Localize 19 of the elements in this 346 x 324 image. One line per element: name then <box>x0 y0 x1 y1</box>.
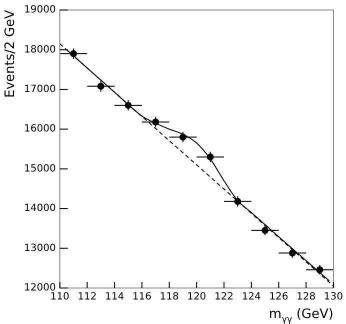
y-tick-label: 16000 <box>24 124 56 135</box>
y-tick-label: 15000 <box>24 163 56 174</box>
x-tick-label: 118 <box>160 292 179 303</box>
x-tick-label: 126 <box>269 292 288 303</box>
y-tick-label: 13000 <box>24 242 56 254</box>
y-tick-label: 14000 <box>24 203 56 214</box>
y-tick-label: 18000 <box>24 44 56 56</box>
x-tick-label: 116 <box>132 292 152 303</box>
x-tick-label: 130 <box>324 292 344 303</box>
x-tick-label: 120 <box>187 292 206 303</box>
x-tick-label: 124 <box>242 292 261 303</box>
y-tick-label: 17000 <box>24 84 56 96</box>
y-axis-title: Events/2 GeV <box>3 10 18 98</box>
x-tick-label: 112 <box>78 292 97 303</box>
x-tick-label: 114 <box>104 292 124 303</box>
x-tick-label: 128 <box>296 292 316 303</box>
y-tick-label: 19000 <box>24 4 56 16</box>
x-tick-label: 110 <box>50 292 70 303</box>
x-tick-label: 122 <box>214 292 234 303</box>
